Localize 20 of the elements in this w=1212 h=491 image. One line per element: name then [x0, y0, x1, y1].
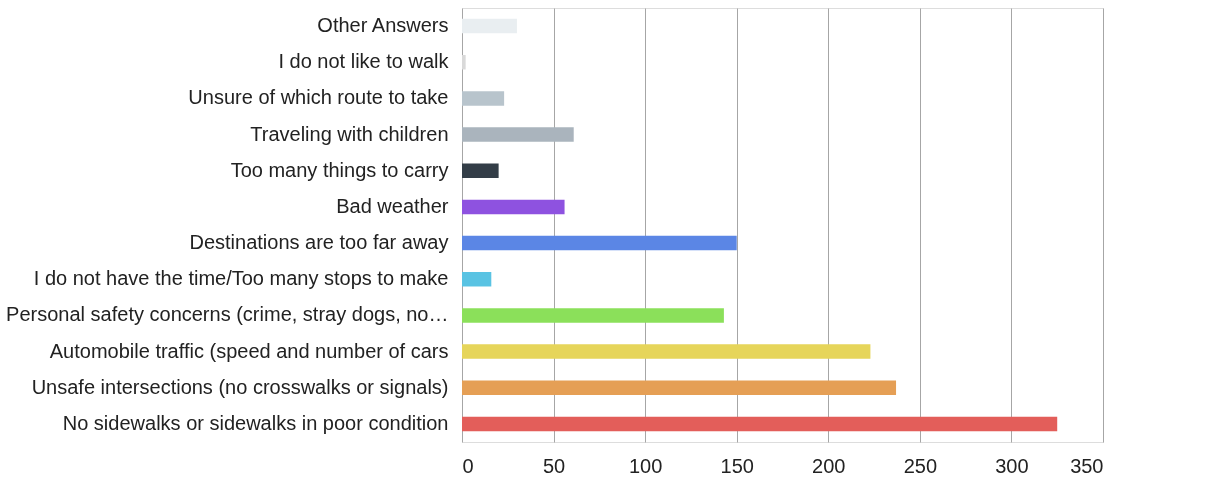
y-tick-label: No sidewalks or sidewalks in poor condition	[62, 411, 449, 434]
x-tick-label: 150	[720, 454, 754, 477]
y-tick-label: Automobile traffic (speed and number of cars	[49, 339, 449, 362]
x-tick-label: 350	[1070, 454, 1104, 477]
y-tick-label: Too many things to carry	[230, 158, 449, 181]
y-tick-label: Personal safety concerns (crime, stray dogs, no…	[6, 303, 449, 326]
y-tick-label: Other Answers	[317, 14, 449, 37]
x-tick-label: 300	[995, 454, 1029, 477]
x-tick-label: 100	[628, 454, 663, 477]
x-tick-label: 250	[903, 454, 938, 477]
y-tick-label: Traveling with children	[250, 122, 449, 145]
y-tick-label: Unsure of which route to take	[188, 86, 449, 109]
y-tick-label: I do not have the time/Too many stops to make	[33, 267, 449, 290]
y-tick-label: Destinations are too far away	[189, 231, 449, 254]
x-tick-label: 200	[812, 454, 846, 477]
x-tick-label: 50	[542, 454, 566, 477]
y-tick-label: Bad weather	[336, 194, 449, 217]
y-tick-label: I do not like to walk	[278, 50, 450, 73]
x-tick-label: 0	[462, 454, 474, 477]
y-tick-label: Unsafe intersections (no crosswalks or signals)	[31, 375, 449, 398]
